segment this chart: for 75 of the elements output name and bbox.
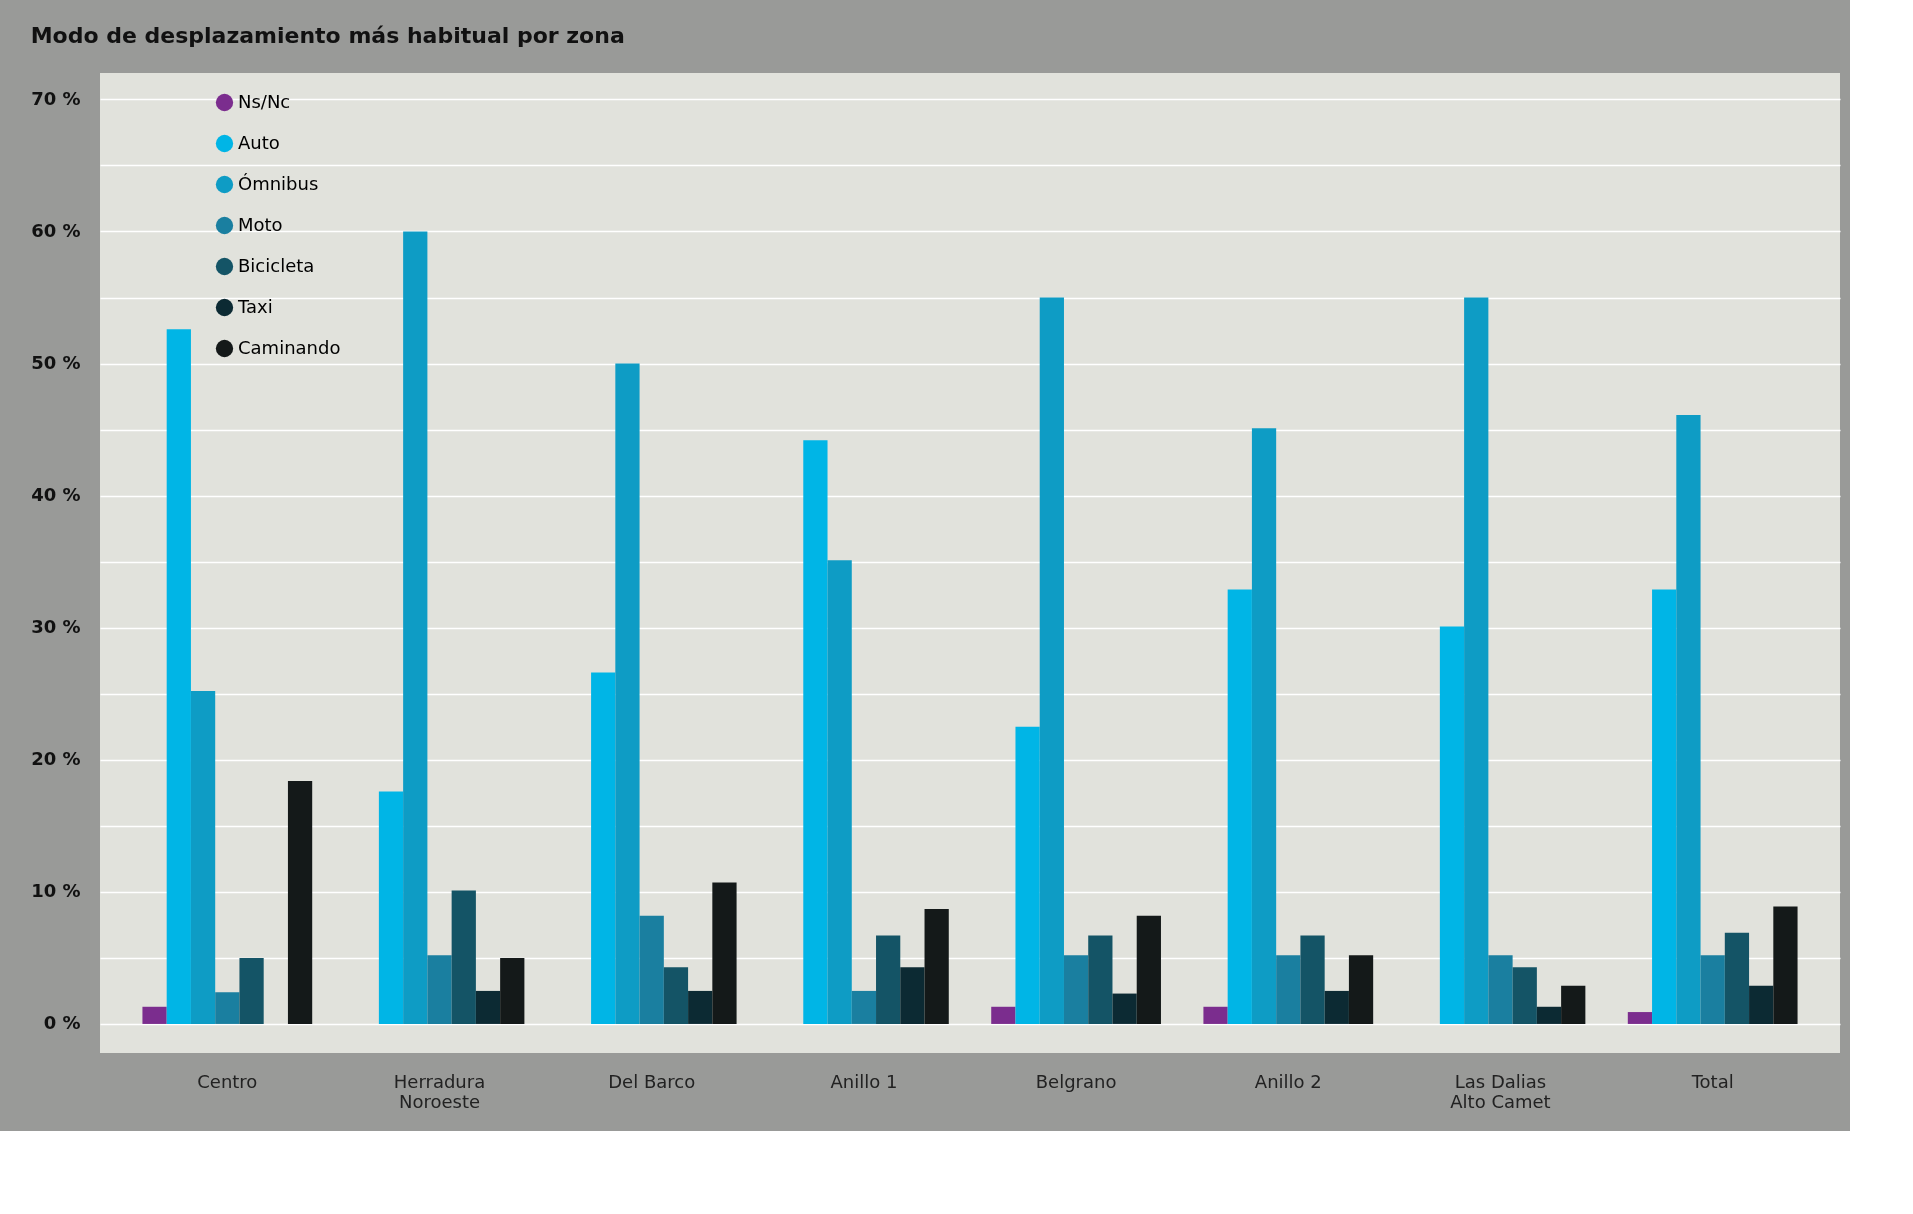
legend-label: Taxi bbox=[237, 295, 273, 317]
legend-label: Ns/Nc bbox=[238, 90, 291, 112]
y-tick-label: 10 % bbox=[31, 880, 81, 902]
legend-label: Bicicleta bbox=[238, 254, 315, 276]
bar bbox=[451, 890, 476, 1024]
bar bbox=[500, 957, 525, 1024]
bar bbox=[1512, 967, 1537, 1024]
bar bbox=[851, 990, 877, 1024]
bar bbox=[1112, 993, 1137, 1024]
bar bbox=[1627, 1012, 1653, 1024]
bar bbox=[1773, 906, 1798, 1024]
bar bbox=[876, 935, 901, 1024]
bar bbox=[166, 329, 191, 1024]
bar bbox=[239, 957, 264, 1024]
y-tick-label: 70 % bbox=[31, 87, 81, 109]
bar bbox=[1300, 935, 1325, 1024]
bar bbox=[591, 672, 616, 1024]
bar bbox=[142, 1006, 167, 1024]
bar bbox=[900, 967, 925, 1024]
legend-label: Ómnibus bbox=[238, 172, 319, 194]
y-tick-label: 0 % bbox=[43, 1012, 81, 1034]
y-tick-label: 60 % bbox=[31, 219, 81, 241]
x-tick-label: Las Dalias Alto Camet bbox=[1450, 1070, 1551, 1112]
bar bbox=[615, 363, 640, 1024]
bar bbox=[639, 915, 664, 1024]
bar bbox=[427, 955, 452, 1024]
bar bbox=[1439, 626, 1465, 1024]
bar bbox=[1136, 915, 1161, 1024]
bar bbox=[688, 990, 713, 1024]
bar bbox=[1088, 935, 1113, 1024]
bar bbox=[1700, 955, 1725, 1024]
bar bbox=[215, 992, 240, 1024]
bar bbox=[1536, 1006, 1562, 1024]
x-tick-label: Herradura Noroeste bbox=[393, 1070, 486, 1112]
bar bbox=[1251, 428, 1277, 1024]
bar bbox=[1464, 297, 1489, 1024]
legend-label: Moto bbox=[238, 213, 283, 235]
bar bbox=[1348, 955, 1374, 1024]
bar bbox=[1324, 990, 1349, 1024]
bar bbox=[1063, 955, 1089, 1024]
bar bbox=[287, 780, 313, 1024]
bar bbox=[190, 691, 216, 1024]
bar bbox=[924, 909, 949, 1024]
x-tick-label: Total bbox=[1690, 1070, 1734, 1092]
x-tick-label: Belgrano bbox=[1035, 1070, 1117, 1092]
bar bbox=[663, 967, 689, 1024]
x-tick-label: Anillo 1 bbox=[830, 1070, 898, 1092]
bar bbox=[827, 560, 852, 1024]
bar bbox=[803, 440, 828, 1024]
bar bbox=[1652, 589, 1677, 1024]
bar bbox=[1227, 589, 1252, 1024]
bar bbox=[991, 1006, 1016, 1024]
x-tick-label: Anillo 2 bbox=[1254, 1070, 1322, 1092]
bar bbox=[475, 990, 501, 1024]
bar bbox=[712, 882, 737, 1024]
legend-label: Auto bbox=[238, 131, 280, 153]
y-tick-label: 50 % bbox=[31, 352, 81, 374]
y-tick-label: 40 % bbox=[31, 484, 81, 506]
legend-label: Caminando bbox=[238, 336, 341, 358]
y-tick-label: 30 % bbox=[31, 616, 81, 638]
x-tick-label: Del Barco bbox=[608, 1070, 696, 1092]
bar bbox=[1561, 985, 1586, 1024]
bar bbox=[1724, 932, 1750, 1024]
bar bbox=[1015, 726, 1040, 1024]
chart-title: Modo de desplazamiento más habitual por zona bbox=[30, 23, 625, 48]
bar bbox=[1203, 1006, 1228, 1024]
y-tick-label: 20 % bbox=[31, 748, 81, 770]
bar bbox=[1676, 415, 1701, 1024]
bar bbox=[1039, 297, 1064, 1024]
bar bbox=[378, 791, 404, 1024]
bar bbox=[1276, 955, 1301, 1024]
bar bbox=[1488, 955, 1513, 1024]
bar bbox=[1749, 985, 1774, 1024]
x-tick-label: Centro bbox=[197, 1070, 258, 1092]
bar bbox=[403, 231, 428, 1024]
